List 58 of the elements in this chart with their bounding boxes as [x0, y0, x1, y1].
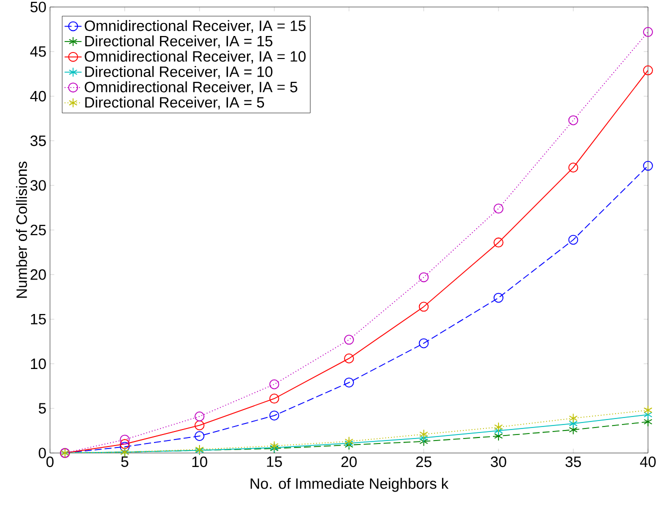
y-tick-label: 0: [38, 448, 46, 458]
x-tick-label: 35: [566, 456, 581, 468]
point: [644, 416, 652, 427]
legend-label: Directional Receiver, IA = 10: [85, 66, 272, 79]
y-tick-label: 15: [31, 314, 46, 324]
point: [644, 405, 652, 416]
point: [418, 302, 429, 312]
legend-label: Omnidirectional Receiver, IA = 15: [84, 20, 306, 33]
y-tick-label: 40: [30, 90, 46, 102]
point: [568, 413, 578, 424]
point: [494, 204, 504, 214]
point: [568, 162, 578, 172]
legend-label: Directional Receiver, IA = 5: [85, 96, 264, 110]
point: [344, 354, 354, 364]
point: [643, 160, 653, 171]
y-tick-label: 45: [30, 46, 46, 57]
point: [568, 424, 578, 435]
y-axis-title: Number of Collisions: [16, 162, 27, 298]
x-tick-label: 20: [341, 456, 357, 468]
x-axis-title: No. of Immediate Neighbors k: [250, 478, 449, 492]
point: [194, 431, 204, 441]
x-tick-label: 5: [121, 456, 128, 467]
point: [494, 292, 504, 303]
y-tick-label: 25: [30, 224, 46, 236]
x-tick-label: 10: [192, 456, 208, 468]
point: [120, 442, 130, 452]
x-tick-label: 15: [267, 456, 282, 467]
point: [418, 272, 429, 282]
y-tick-label: 50: [30, 2, 46, 12]
point: [269, 379, 280, 390]
point: [568, 115, 578, 126]
point: [120, 434, 130, 445]
point: [419, 429, 428, 440]
point: [643, 27, 653, 37]
point: [269, 410, 280, 420]
legend-label: Omnidirectional Receiver, IA = 10: [84, 50, 306, 64]
legend-label: Omnidirectional Receiver, IA = 5: [84, 81, 298, 94]
legend-label: Directional Receiver, IA = 15: [85, 35, 272, 48]
x-tick-label: 40: [640, 456, 656, 468]
point: [568, 234, 578, 245]
y-tick-label: 35: [30, 136, 46, 146]
x-tick-label: 0: [46, 456, 54, 468]
y-tick-label: 20: [30, 269, 46, 280]
point: [418, 338, 429, 348]
point: [344, 334, 354, 345]
x-tick-label: 25: [416, 456, 432, 468]
point: [120, 439, 130, 450]
y-tick-label: 10: [31, 358, 46, 370]
y-tick-label: 5: [38, 403, 46, 414]
point: [344, 378, 354, 388]
point: [494, 422, 503, 432]
point: [194, 411, 204, 422]
point: [269, 394, 280, 404]
x-tick-label: 30: [490, 456, 506, 468]
y-tick-label: 30: [30, 180, 46, 191]
point: [643, 65, 653, 76]
point: [194, 420, 204, 430]
point: [494, 238, 504, 248]
